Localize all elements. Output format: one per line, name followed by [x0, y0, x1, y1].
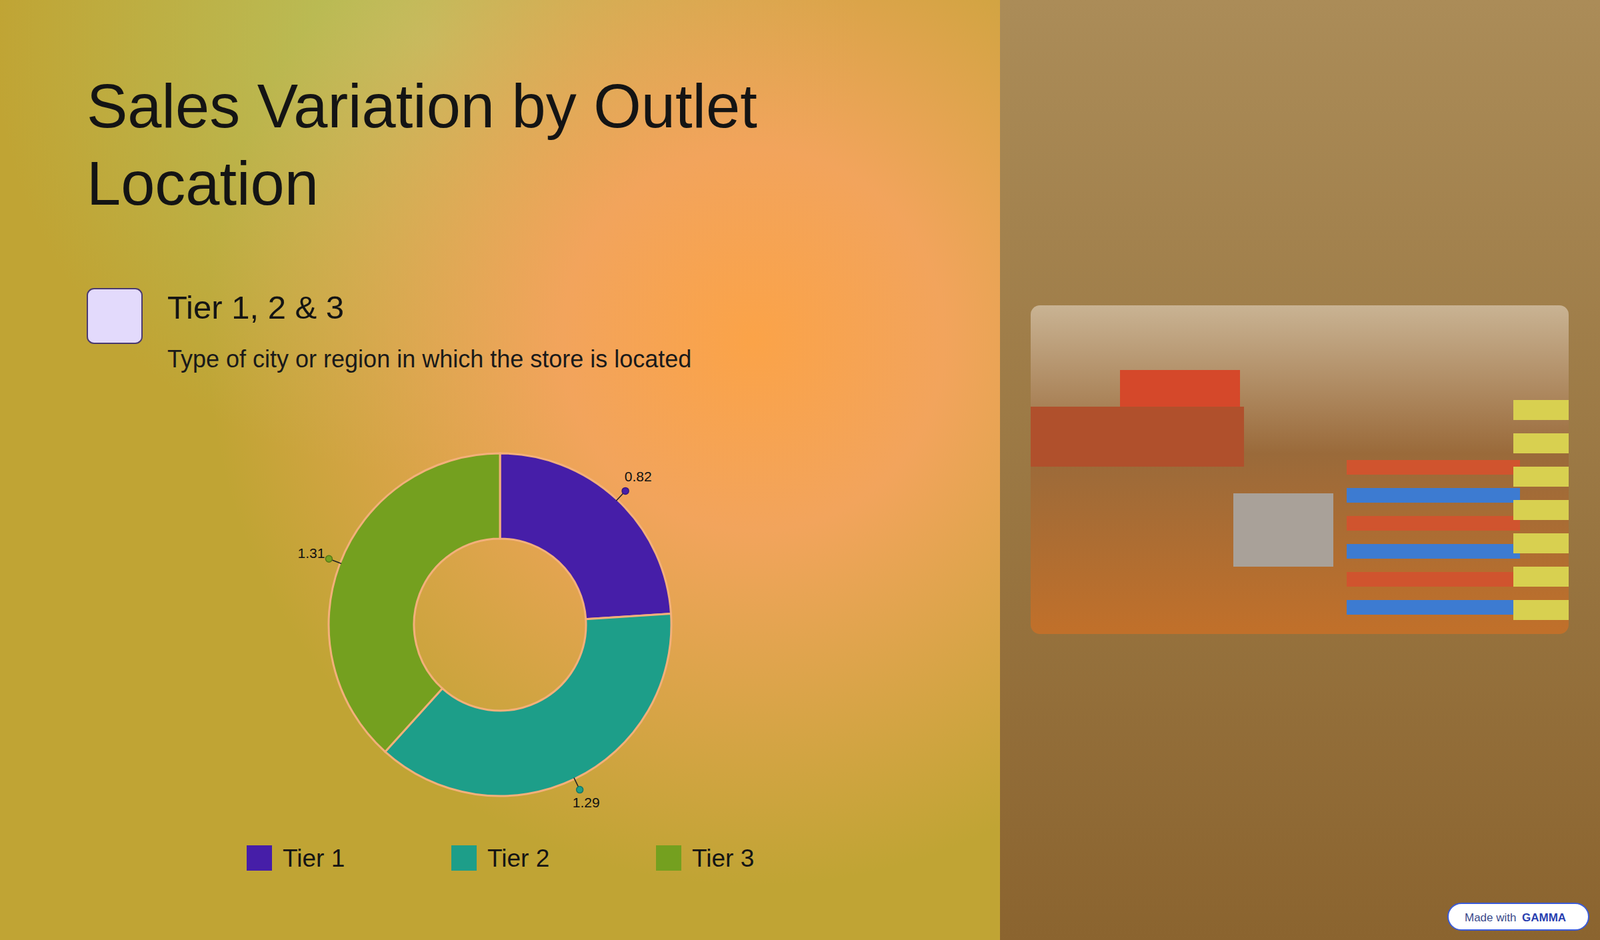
photo-shelf [1513, 533, 1569, 554]
data-label: 1.31 [297, 545, 325, 561]
left-panel-glow [0, 0, 1000, 940]
photo-shelf [1346, 600, 1520, 615]
card-icon [87, 288, 142, 344]
legend: Tier 1 Tier 2 Tier 3 [246, 844, 754, 872]
badge-text[interactable]: Made with [1464, 911, 1516, 924]
photo-shelf [1346, 544, 1520, 559]
leader-dot [325, 555, 332, 562]
photo-shelf [1346, 488, 1520, 503]
photo-shelf [1513, 400, 1569, 420]
left-panel [0, 0, 1000, 940]
leader-dot [622, 487, 629, 494]
photo [1030, 305, 1569, 634]
legend-label: Tier 3 [692, 844, 754, 872]
donut-chart: 0.82 1.29 1.31 [297, 453, 672, 810]
legend-swatch [246, 845, 272, 871]
photo-sign [1120, 370, 1240, 407]
photo-shelf [1513, 466, 1569, 487]
card-text: Type of city or region in which the stor… [167, 345, 692, 373]
legend-label: Tier 1 [282, 844, 345, 872]
left-panel-glow [0, 0, 1000, 940]
photo-base [1030, 305, 1569, 634]
badge[interactable]: Made with GAMMA [1448, 903, 1589, 930]
data-labels: 0.82 1.29 1.31 [297, 468, 652, 810]
photo-shelf [1346, 460, 1520, 475]
legend-label: Tier 2 [487, 844, 550, 872]
legend-item: Tier 3 [656, 844, 754, 872]
photo-shelf [1513, 500, 1569, 520]
photo-counter [1233, 493, 1334, 567]
photo-shelf [1513, 600, 1569, 620]
legend-swatch [656, 845, 682, 871]
slice [328, 453, 500, 752]
legend-item: Tier 1 [246, 844, 345, 872]
photo-shelf [1346, 572, 1520, 587]
photo-wall [1030, 406, 1244, 467]
card-heading: Tier 1, 2 & 3 [167, 289, 344, 326]
legend-swatch [451, 845, 477, 871]
data-label: 1.29 [572, 794, 600, 810]
slice [500, 453, 671, 620]
photo-shelf [1513, 566, 1569, 587]
photo-shelf [1346, 516, 1520, 531]
badge-brand[interactable]: GAMMA [1522, 911, 1566, 924]
slide: Sales Variation by OutletLocation Tier 1,… [0, 0, 1600, 940]
photo-shelf [1513, 433, 1569, 454]
legend-item: Tier 2 [451, 844, 550, 872]
data-label: 0.82 [624, 468, 652, 484]
background [0, 0, 1600, 940]
leader-dot [576, 786, 584, 794]
badge-pill[interactable] [1448, 903, 1589, 930]
right-panel [1000, 0, 1600, 940]
title: Sales Variation by OutletLocation [86, 72, 758, 218]
